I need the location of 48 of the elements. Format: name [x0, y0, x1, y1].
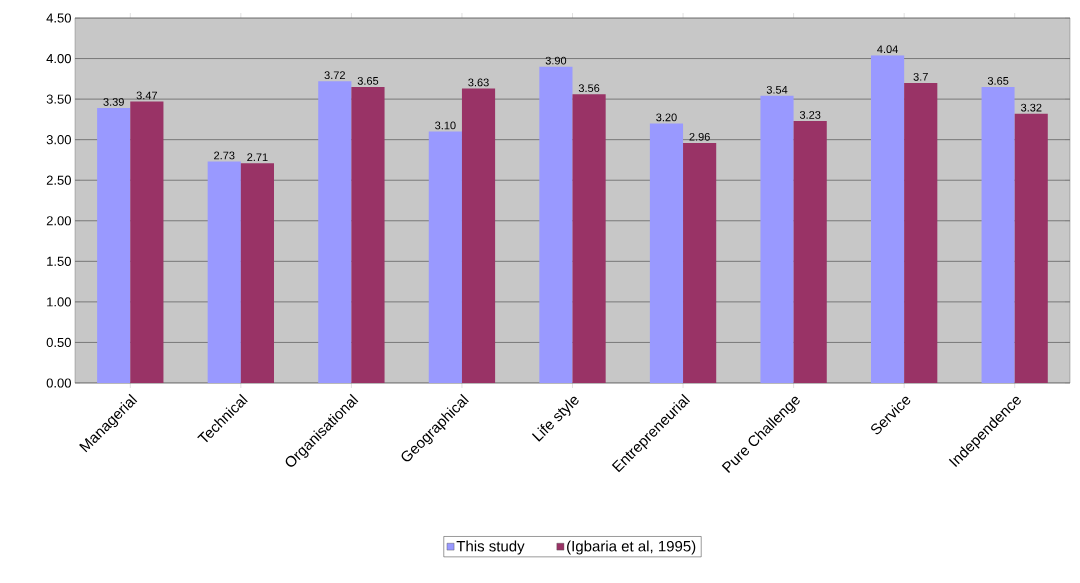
bar	[981, 86, 1015, 383]
y-tick-label: 1.50	[47, 256, 71, 266]
legend-label: This study	[456, 540, 525, 555]
data-label: 3.20	[656, 113, 677, 122]
bar	[97, 108, 131, 383]
data-label: 3.90	[545, 56, 567, 65]
bar	[351, 86, 385, 383]
bar	[207, 161, 241, 383]
y-tick-label: 2.00	[46, 216, 71, 226]
bar	[793, 121, 827, 383]
data-label: 3.65	[987, 76, 1009, 85]
y-tick-label: 4.00	[46, 53, 71, 64]
data-label: 3.56	[578, 84, 600, 93]
bar	[649, 123, 684, 383]
y-tick-label: 4.50	[46, 13, 71, 23]
bar	[870, 55, 905, 383]
data-label: 2.71	[247, 153, 268, 161]
bar	[760, 95, 794, 383]
data-label: 2.96	[689, 132, 710, 141]
data-label: 3.63	[468, 78, 489, 87]
y-tick-label: 1.00	[47, 297, 71, 307]
y-tick-label: 3.50	[46, 94, 71, 104]
bar	[904, 82, 938, 383]
bar	[240, 163, 274, 383]
data-label: 3.32	[1021, 103, 1042, 112]
data-label: 3.7	[913, 72, 928, 81]
data-label: 3.47	[136, 91, 158, 100]
y-tick-label: 2.50	[46, 175, 71, 185]
data-label: 3.23	[799, 111, 821, 119]
bar	[318, 81, 352, 383]
data-label: 3.72	[324, 71, 345, 80]
data-label: 2.73	[214, 151, 235, 160]
legend-label: (Igbaria et al, 1995)	[567, 540, 696, 555]
bar	[130, 101, 164, 383]
data-label: 3.65	[357, 76, 379, 85]
bar	[539, 66, 573, 383]
y-tick-label: 0.00	[46, 378, 71, 388]
data-label: 3.39	[103, 98, 124, 106]
y-tick-label: 0.50	[46, 337, 71, 348]
bar	[1014, 113, 1048, 383]
data-label: 3.54	[766, 85, 788, 94]
data-label: 3.10	[435, 121, 456, 130]
bar	[572, 94, 606, 383]
y-tick-label: 3.00	[46, 135, 71, 145]
bar	[461, 88, 496, 383]
bar	[683, 142, 717, 383]
bar	[428, 131, 462, 383]
data-label: 4.04	[877, 45, 898, 54]
